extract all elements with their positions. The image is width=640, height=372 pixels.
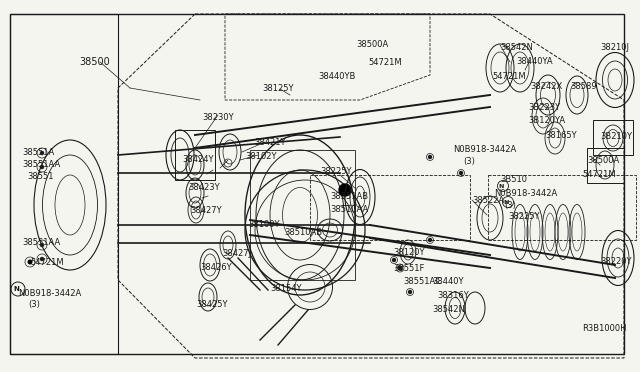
Text: 54721M: 54721M (368, 58, 402, 67)
Text: 3B510: 3B510 (500, 175, 527, 184)
Text: 38551AC: 38551AC (403, 277, 441, 286)
Text: (3): (3) (504, 201, 516, 210)
Text: N0B918-3442A: N0B918-3442A (453, 145, 516, 154)
Circle shape (460, 171, 463, 174)
Circle shape (28, 260, 33, 264)
Circle shape (398, 266, 402, 270)
Text: 38220Y: 38220Y (600, 257, 632, 266)
Text: 38440YB: 38440YB (318, 72, 355, 81)
Text: 38421Y: 38421Y (254, 138, 285, 147)
Text: N: N (499, 183, 504, 189)
Text: 38230Y: 38230Y (202, 113, 234, 122)
Circle shape (429, 155, 431, 158)
Text: 38542N: 38542N (500, 43, 533, 52)
Text: 38551AA: 38551AA (22, 238, 60, 247)
Text: (3): (3) (463, 157, 475, 166)
Text: 38551F: 38551F (393, 264, 424, 273)
Text: R3B1000H: R3B1000H (582, 324, 627, 333)
Text: 38551AA: 38551AA (22, 160, 60, 169)
Text: 3B210Y: 3B210Y (600, 132, 632, 141)
Text: 38522A: 38522A (472, 196, 504, 205)
Text: N0B918-3442A: N0B918-3442A (18, 289, 81, 298)
Text: 38425Y: 38425Y (196, 300, 227, 309)
Circle shape (408, 291, 412, 294)
Text: (3): (3) (28, 300, 40, 309)
Text: 38154Y: 38154Y (270, 284, 301, 293)
Text: 38500A: 38500A (356, 40, 388, 49)
Bar (175, 130, 215, 180)
Text: 54721M: 54721M (492, 72, 525, 81)
Text: 38500A: 38500A (587, 156, 620, 165)
Text: 38427Y: 38427Y (190, 206, 221, 215)
Text: 38551A: 38551A (22, 148, 54, 157)
Text: N: N (503, 199, 509, 205)
Text: N: N (13, 286, 19, 292)
Text: 38120Y: 38120Y (393, 248, 424, 257)
Text: N0B918-3442A: N0B918-3442A (494, 189, 557, 198)
Text: 38424Y: 38424Y (182, 155, 214, 164)
Text: 38542N: 38542N (432, 305, 465, 314)
Text: 38165Y: 38165Y (545, 131, 577, 140)
Text: 38500: 38500 (79, 57, 109, 67)
Circle shape (392, 259, 396, 262)
Text: 38100Y: 38100Y (248, 220, 280, 229)
Circle shape (40, 257, 44, 261)
Text: 38510AA: 38510AA (330, 205, 368, 214)
Text: 3B223Y: 3B223Y (528, 103, 560, 112)
Circle shape (40, 243, 44, 247)
Text: 38210J: 38210J (600, 43, 629, 52)
Bar (310, 175, 470, 240)
Text: 3B120YA: 3B120YA (528, 116, 565, 125)
Circle shape (40, 165, 44, 169)
Text: 38125Y: 38125Y (262, 84, 294, 93)
Text: 38225Y: 38225Y (320, 167, 351, 176)
Text: 38440YA: 38440YA (516, 57, 552, 66)
Text: 38510AB: 38510AB (284, 228, 322, 237)
Text: 38440Y: 38440Y (432, 277, 463, 286)
Circle shape (429, 238, 431, 241)
Text: 38551AB: 38551AB (330, 192, 368, 201)
Text: 38316Y: 38316Y (437, 291, 468, 300)
Text: 38551: 38551 (27, 172, 54, 181)
Bar (593, 120, 633, 155)
Text: 38589: 38589 (570, 82, 596, 91)
Bar (587, 148, 624, 183)
Text: 38426Y: 38426Y (200, 263, 232, 272)
Bar (10, 14, 118, 354)
Circle shape (40, 151, 44, 155)
Circle shape (339, 184, 351, 196)
Text: 38242X: 38242X (530, 82, 563, 91)
Bar (488, 175, 636, 240)
Text: 38102Y: 38102Y (245, 152, 276, 161)
Text: 38427J: 38427J (222, 249, 251, 258)
Bar (250, 150, 355, 280)
Text: 54721M: 54721M (30, 258, 63, 267)
Text: 38423Y: 38423Y (188, 183, 220, 192)
Text: 38225Y: 38225Y (508, 212, 540, 221)
Text: 54721M: 54721M (582, 170, 616, 179)
